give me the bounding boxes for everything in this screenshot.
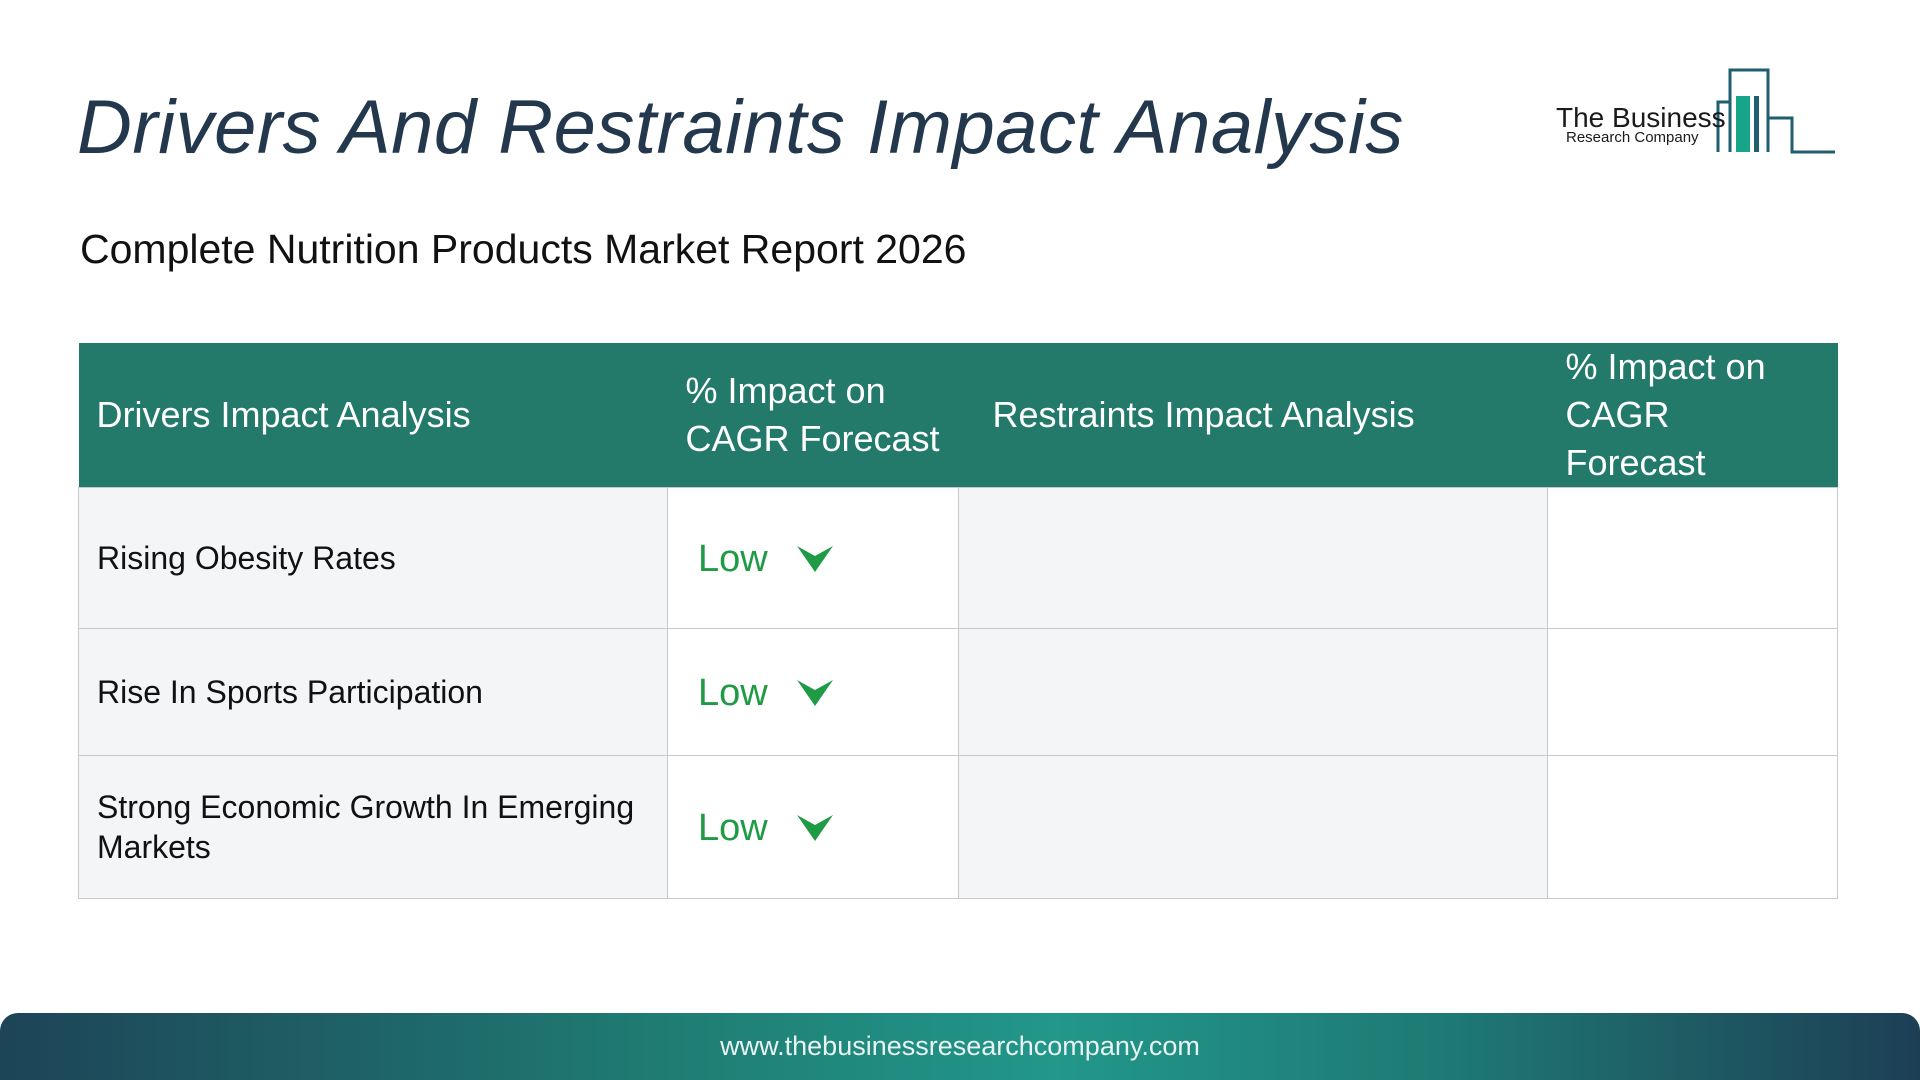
header-restraints: Restraints Impact Analysis (958, 343, 1548, 488)
logo-building-icon (1716, 68, 1835, 154)
header-restraints-impact: % Impact on CAGR Forecast (1547, 343, 1838, 488)
restraint-cell (958, 755, 1548, 899)
impact-level: Low (698, 538, 768, 581)
impact-cell: Low (667, 487, 959, 629)
report-subtitle: Complete Nutrition Products Market Repor… (80, 226, 967, 272)
impact-level: Low (698, 672, 768, 715)
chevron-down-icon (796, 680, 833, 707)
company-logo: The Business Research Company (1550, 66, 1840, 156)
logo-text-sub: Research Company (1566, 129, 1699, 146)
impact-cell: Low (667, 628, 959, 756)
impact-cell: Low (667, 755, 959, 899)
restraint-impact-cell (1547, 628, 1838, 756)
restraint-cell (958, 628, 1548, 756)
page-title: Drivers And Restraints Impact Analysis (77, 85, 1404, 170)
driver-cell: Rising Obesity Rates (78, 487, 668, 629)
impact-level: Low (698, 807, 768, 850)
driver-cell: Rise In Sports Participation (78, 628, 668, 756)
chevron-down-icon (796, 815, 833, 842)
driver-cell: Strong Economic Growth In Emerging Marke… (78, 755, 668, 899)
header-drivers-impact: % Impact on CAGR Forecast (667, 343, 959, 488)
table-row: Rising Obesity Rates Low (78, 487, 1838, 629)
impact-table: Drivers Impact Analysis % Impact on CAGR… (78, 343, 1838, 899)
restraint-impact-cell (1547, 487, 1838, 629)
table-header-row: Drivers Impact Analysis % Impact on CAGR… (78, 343, 1838, 488)
restraint-cell (958, 487, 1548, 629)
chevron-down-icon (796, 546, 833, 573)
table-row: Rise In Sports Participation Low (78, 628, 1838, 756)
table-row: Strong Economic Growth In Emerging Marke… (78, 755, 1838, 899)
header-drivers: Drivers Impact Analysis (78, 343, 668, 488)
footer-bar: www.thebusinessresearchcompany.com (0, 1013, 1920, 1080)
restraint-impact-cell (1547, 755, 1838, 899)
footer-url[interactable]: www.thebusinessresearchcompany.com (720, 1031, 1200, 1061)
logo-text-main: The Business (1556, 102, 1726, 133)
